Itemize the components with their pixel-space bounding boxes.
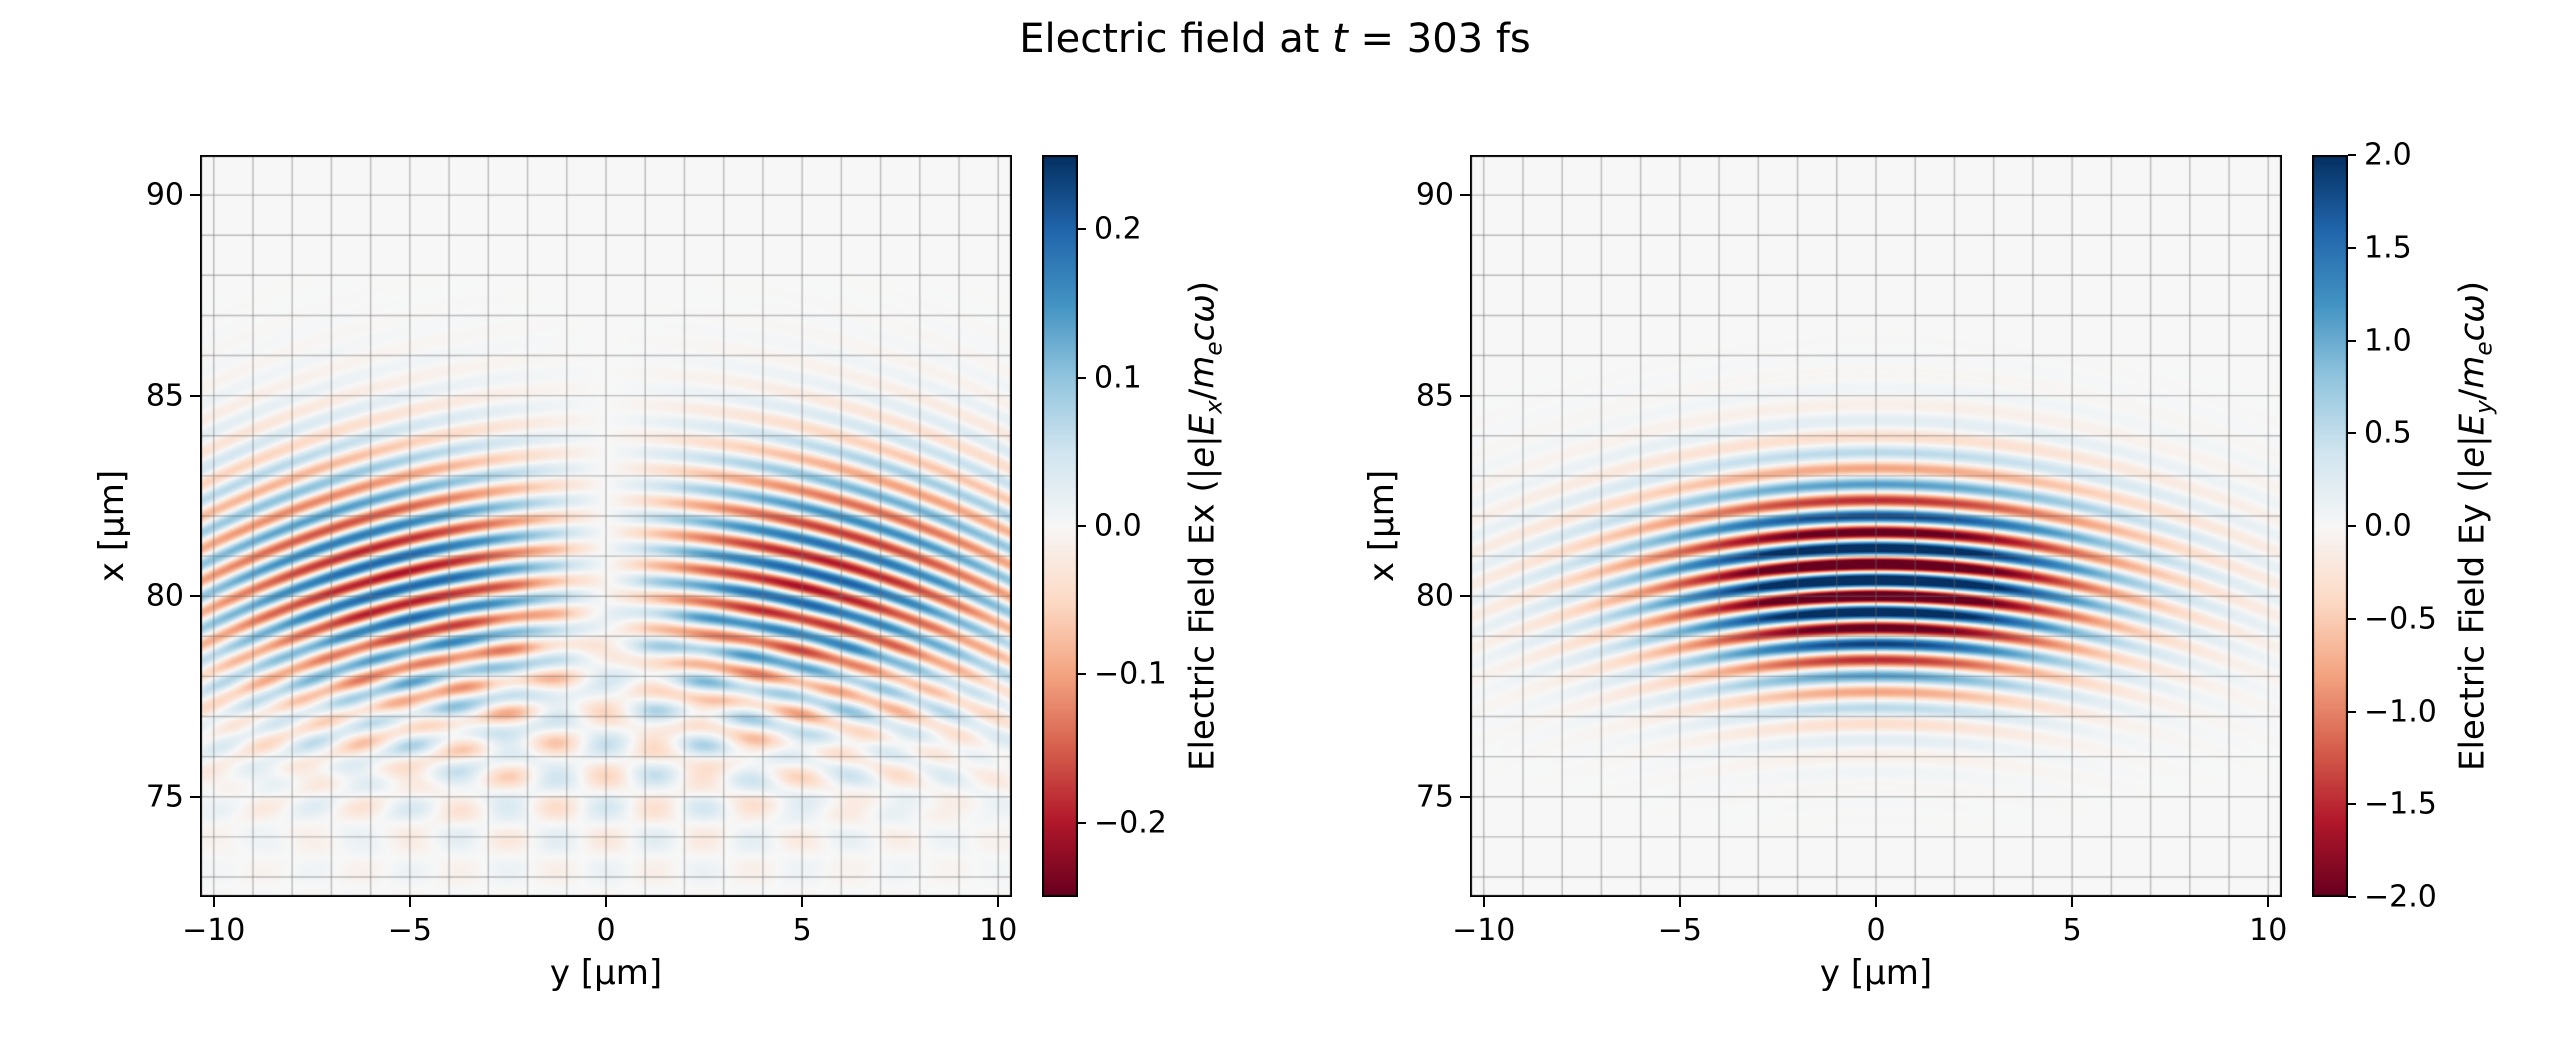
tick-label: 10 [2249, 913, 2288, 948]
tick-label: 0 [596, 913, 616, 948]
title-prefix: Electric field at [1019, 16, 1333, 62]
tick-mark [2348, 710, 2356, 713]
tick-label: 0.5 [2364, 415, 2412, 451]
tick-label: 75 [1415, 779, 1454, 815]
tick-mark [190, 595, 200, 598]
tick-label: −1.5 [2364, 786, 2437, 822]
colorbar-ey [2312, 155, 2348, 897]
tick-label: 85 [145, 378, 184, 414]
tick-label: 90 [1415, 177, 1454, 213]
tick-mark [1078, 525, 1086, 527]
tick-mark [2071, 897, 2074, 907]
tick-mark [1460, 595, 1470, 598]
x-axis-label-ex: y [μm] [549, 953, 663, 993]
tick-mark [1078, 821, 1086, 824]
tick-label: −2.0 [2364, 879, 2437, 915]
tick-label: 90 [145, 177, 184, 213]
tick-mark [2348, 154, 2356, 156]
tick-mark [212, 897, 215, 907]
title-suffix: = 303 fs [1347, 16, 1531, 62]
tick-mark [605, 897, 607, 907]
tick-mark [2348, 246, 2356, 249]
tick-mark [801, 897, 804, 907]
tick-label: −0.2 [1094, 805, 1167, 841]
tick-mark [1078, 376, 1086, 379]
tick-mark [408, 897, 411, 907]
tick-mark [2348, 339, 2356, 342]
tick-mark [1460, 194, 1470, 197]
tick-label: 1.0 [2364, 323, 2412, 358]
tick-label: 10 [979, 913, 1018, 948]
y-axis-label-ey: x [μm] [1362, 469, 1402, 583]
tick-label: 1.5 [2364, 230, 2412, 266]
tick-label: 85 [1415, 378, 1454, 414]
tick-label: 0.0 [1094, 508, 1142, 544]
figure-title: Electric field at t = 303 fs [0, 16, 2550, 62]
colorbar-label-ey: Electric Field Ey (|e|Ey/mecω) [2452, 280, 2498, 772]
tick-label: −0.5 [2364, 601, 2437, 637]
x-axis-label-ey: y [μm] [1819, 953, 1933, 993]
tick-mark [2348, 525, 2356, 527]
tick-mark [2267, 897, 2270, 907]
tick-mark [1078, 673, 1086, 676]
tick-mark [190, 194, 200, 197]
tick-label: −0.1 [1094, 656, 1167, 692]
tick-label: 80 [145, 578, 184, 614]
tick-mark [997, 897, 1000, 907]
tick-mark [2348, 617, 2356, 620]
tick-mark [1678, 897, 1681, 907]
title-variable: t [1332, 16, 1348, 62]
tick-label: 80 [1415, 578, 1454, 614]
tick-label: −1.0 [2364, 694, 2437, 729]
tick-mark [190, 795, 200, 798]
tick-label: 75 [145, 779, 184, 815]
tick-mark [1482, 897, 1485, 907]
colorbar-ex [1042, 155, 1078, 897]
tick-label: −5 [1657, 913, 1702, 948]
tick-label: 5 [2062, 913, 2082, 948]
tick-label: 0.0 [2364, 508, 2412, 544]
tick-label: −10 [182, 913, 246, 948]
tick-mark [1460, 795, 1470, 798]
heatmap-canvas-ex [200, 155, 1012, 897]
colorbar-label-ex: Electric Field Ex (|e|Ex/mecω) [1182, 280, 1228, 772]
tick-label: 0.1 [1094, 360, 1142, 396]
tick-label: 2.0 [2364, 137, 2412, 173]
tick-mark [2348, 432, 2356, 435]
tick-mark [2348, 896, 2356, 898]
tick-label: −10 [1452, 913, 1516, 948]
tick-mark [2348, 803, 2356, 806]
tick-label: 5 [792, 913, 812, 948]
tick-mark [1875, 897, 1877, 907]
tick-label: 0.2 [1094, 211, 1142, 247]
heatmap-canvas-ey [1470, 155, 2282, 897]
tick-label: −5 [387, 913, 432, 948]
tick-mark [1460, 394, 1470, 397]
tick-mark [1078, 228, 1086, 231]
tick-label: 0 [1866, 913, 1886, 948]
y-axis-label-ex: x [μm] [92, 469, 132, 583]
tick-mark [190, 394, 200, 397]
